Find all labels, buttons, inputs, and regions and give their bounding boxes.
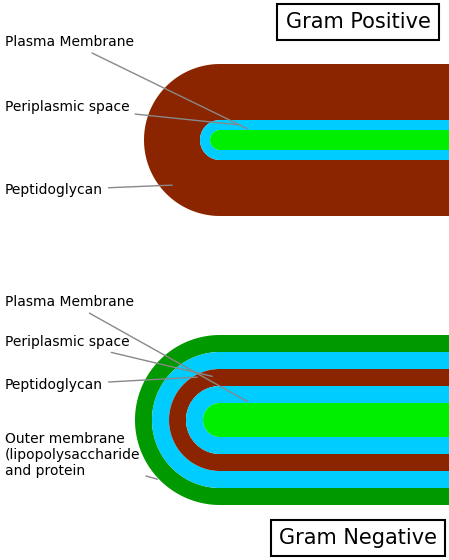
Text: Peptidoglycan: Peptidoglycan: [5, 183, 172, 197]
Polygon shape: [186, 386, 220, 454]
Polygon shape: [220, 420, 449, 437]
Polygon shape: [203, 403, 220, 437]
Polygon shape: [220, 140, 449, 150]
Text: Peptidoglycan: Peptidoglycan: [5, 377, 197, 392]
Polygon shape: [200, 120, 220, 160]
Polygon shape: [220, 130, 449, 140]
Polygon shape: [220, 150, 449, 160]
Text: Gram Negative: Gram Negative: [279, 528, 437, 548]
Polygon shape: [220, 120, 449, 130]
Polygon shape: [220, 403, 449, 420]
Polygon shape: [220, 160, 449, 216]
Text: Plasma Membrane: Plasma Membrane: [5, 35, 247, 129]
Polygon shape: [210, 130, 220, 150]
Text: Periplasmic space: Periplasmic space: [5, 100, 237, 125]
Polygon shape: [144, 64, 220, 216]
Polygon shape: [220, 437, 449, 454]
Polygon shape: [220, 488, 449, 505]
Polygon shape: [220, 335, 449, 352]
Text: Plasma Membrane: Plasma Membrane: [5, 295, 247, 402]
Polygon shape: [220, 369, 449, 386]
Polygon shape: [135, 335, 220, 505]
Text: Periplasmic space: Periplasmic space: [5, 335, 212, 376]
Text: Outer membrane
(lipopolysaccharide
and protein: Outer membrane (lipopolysaccharide and p…: [5, 432, 157, 479]
Polygon shape: [169, 369, 220, 471]
Polygon shape: [220, 471, 449, 488]
Polygon shape: [220, 386, 449, 403]
Polygon shape: [220, 64, 449, 120]
Polygon shape: [152, 352, 220, 488]
Text: Gram Positive: Gram Positive: [286, 12, 431, 32]
Polygon shape: [220, 352, 449, 369]
Polygon shape: [220, 454, 449, 471]
